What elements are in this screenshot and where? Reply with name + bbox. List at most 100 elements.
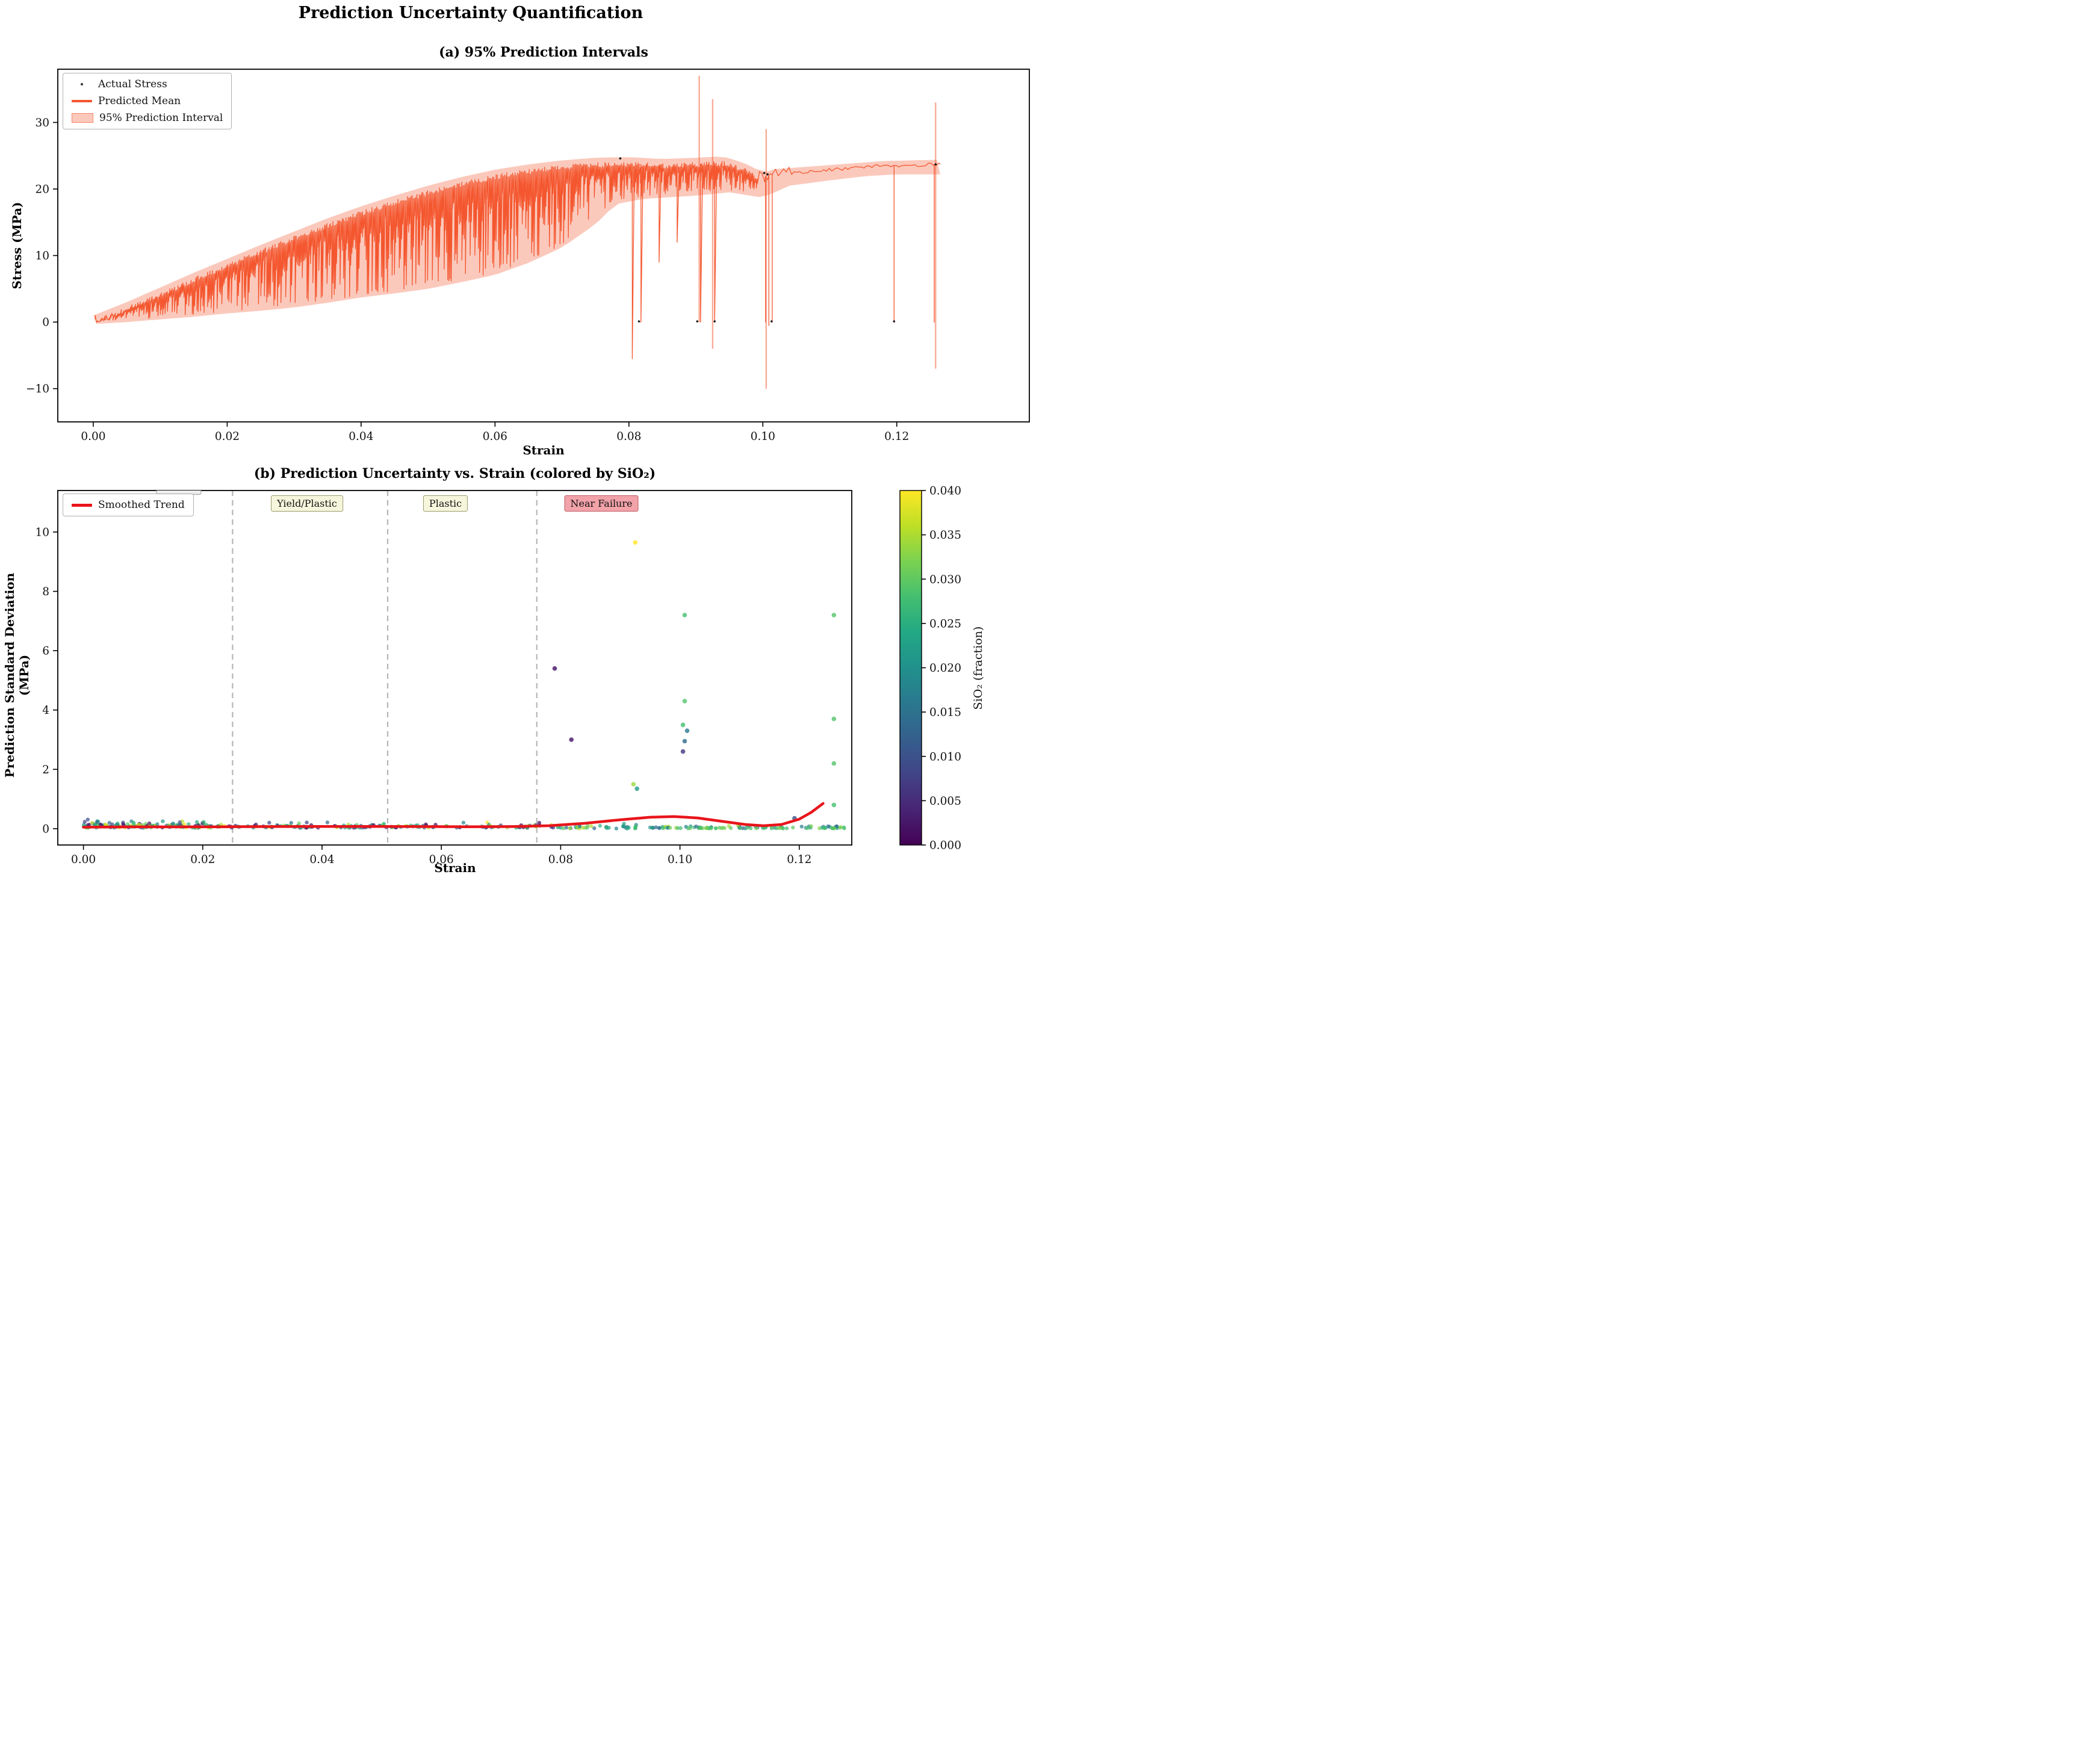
scatter-point [634, 825, 638, 829]
x-tick-label: 0.10 [751, 430, 775, 443]
panel-a-title: (a) 95% Prediction Intervals [439, 45, 648, 60]
scatter-point [830, 826, 834, 831]
actual-stress-point [893, 320, 896, 323]
x-tick-label: 0.06 [429, 853, 454, 866]
y-tick-label: 8 [42, 586, 49, 598]
scatter-point [774, 826, 779, 831]
scatter-point [187, 822, 191, 826]
scatter-point [784, 826, 789, 831]
colorbar-tick-label: 0.005 [929, 795, 961, 808]
x-tick-label: 0.12 [884, 430, 909, 443]
x-tick-label: 0.00 [71, 853, 96, 866]
scatter-point [161, 819, 165, 823]
scatter-point [561, 826, 566, 831]
scatter-outlier-point [569, 737, 574, 742]
figure-title: Prediction Uncertainty Quantification [298, 4, 643, 22]
colorbar-tick-label: 0.035 [929, 529, 961, 542]
legend-label: Smoothed Trend [98, 499, 185, 511]
y-tick-label: 0 [42, 823, 49, 835]
actual-stress-point [766, 173, 769, 176]
x-tick-label: 0.10 [668, 853, 692, 866]
scatter-outlier-point [680, 749, 686, 754]
actual-stress-point [637, 320, 640, 323]
scatter-point [85, 817, 90, 822]
x-tick-label: 0.06 [483, 430, 507, 443]
panel-b-legend: Smoothed Trend [63, 494, 194, 516]
colorbar-tick-label: 0.000 [929, 840, 961, 852]
scatter-point [657, 826, 662, 830]
actual-stress-point [619, 157, 622, 160]
scatter-outlier-point [552, 666, 557, 671]
panel-a-xlabel: Strain [522, 443, 565, 457]
scatter-point [121, 822, 125, 826]
scatter-point [748, 826, 753, 831]
scatter-point [325, 820, 330, 825]
x-tick-label: 0.04 [309, 853, 334, 866]
scatter-point [622, 822, 626, 826]
scatter-point [665, 826, 670, 830]
panel-a-ylabel: Stress (MPa) [10, 202, 24, 289]
scatter-point [614, 826, 619, 831]
y-tick-label: 10 [35, 527, 49, 539]
actual-stress-point [770, 320, 773, 323]
panel-b-ylabel: Prediction Standard Deviation (MPa) [2, 572, 31, 778]
scatter-point [651, 826, 656, 830]
scatter-point [668, 826, 672, 830]
scatter-point [147, 821, 152, 826]
x-tick-label: 0.02 [190, 853, 215, 866]
scatter-outlier-point [682, 613, 687, 617]
scatter-point [125, 822, 130, 826]
y-tick-label: 2 [42, 764, 49, 776]
colorbar-tick-label: 0.040 [929, 485, 961, 498]
scatter-point [688, 826, 692, 831]
scatter-point [719, 826, 724, 831]
plots-svg: 0.00 0.02 0.04 0.06 0.08 0.10 0.12−1001020300.… [26, 69, 1030, 866]
scatter-point [769, 826, 774, 831]
x-tick-label: 0.08 [548, 853, 573, 866]
scatter-point [822, 826, 827, 831]
x-tick-label: 0.00 [81, 430, 105, 443]
scatter-point [96, 820, 101, 824]
legend-item-smoothed-trend: Smoothed Trend [72, 499, 185, 511]
legend-label: 95% Prediction Interval [99, 112, 223, 124]
scatter-point [805, 826, 810, 831]
scatter-point [648, 825, 653, 830]
y-tick-label: 10 [35, 250, 49, 262]
colorbar-label: SiO₂ (fraction) [972, 626, 985, 710]
scatter-point [838, 826, 843, 830]
y-tick-label: 0 [42, 317, 49, 329]
scatter-point [738, 826, 742, 831]
panel-a-axes: 0.00 0.02 0.04 0.06 0.08 0.10 0.12 −10 0 10 20 30 [26, 69, 1030, 443]
scatter-outlier-point [631, 782, 636, 787]
scatter-point [592, 826, 597, 831]
scatter-point [82, 820, 87, 824]
scatter-point [675, 826, 680, 831]
scatter-point [537, 820, 542, 825]
scatter-outlier-point [680, 722, 686, 728]
smoothed-trend-line-icon [72, 503, 92, 507]
x-tick-label: 0.04 [349, 430, 373, 443]
scatter-point [116, 822, 120, 826]
scatter-point [589, 824, 594, 828]
scatter-point [696, 826, 701, 831]
legend-item-actual-stress: Actual Stress [72, 78, 223, 90]
colorbar-tick-label: 0.020 [929, 662, 961, 675]
scatter-point [713, 826, 718, 831]
panel-b-axes: 0.00 0.02 0.04 0.06 0.08 0.10 0.12 0 2 4 6 8 10 [35, 490, 852, 866]
y-tick-label: −10 [26, 383, 49, 395]
actual-stress-point [934, 163, 937, 166]
scatter-point [661, 826, 665, 831]
scatter-outlier-point [682, 699, 687, 704]
panel-b-frame [57, 490, 852, 846]
legend-item-predicted-mean: Predicted Mean [72, 95, 223, 107]
scatter-outlier-point [831, 802, 837, 808]
scatter-point [564, 825, 569, 830]
scatter-outlier-point [831, 613, 837, 617]
panel-a-legend: Actual Stress Predicted Mean 95% Predict… [63, 73, 232, 129]
predicted-mean-line [95, 161, 941, 359]
scatter-point [202, 820, 206, 824]
x-tick-label: 0.08 [616, 430, 641, 443]
colorbar-tick-label: 0.015 [929, 707, 961, 719]
scatter-outlier-point [633, 540, 638, 545]
colorbar [899, 490, 922, 846]
